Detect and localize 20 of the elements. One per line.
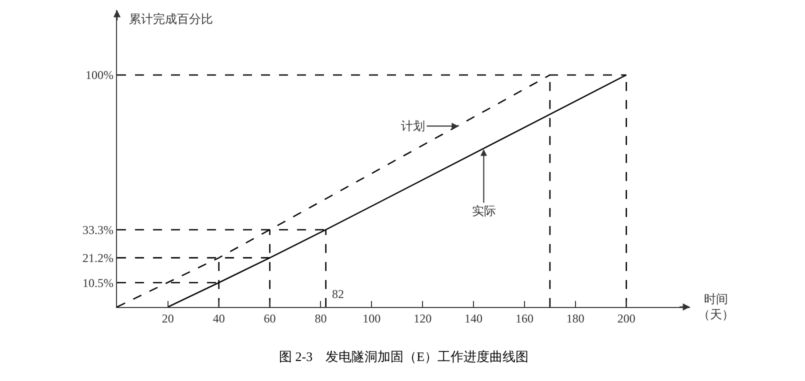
annotation: 82 (332, 287, 344, 301)
x-tick-label: 40 (212, 312, 225, 326)
x-axis-title: 时间（天） (698, 292, 734, 322)
text: 图 2-3 发电隧洞加固（E）工作进度曲线图 (279, 349, 529, 364)
y-axis-title: 累计完成百分比 (129, 12, 213, 26)
x-tick-label: 100 (362, 312, 381, 326)
x-tick-label: 80 (314, 312, 327, 326)
x-tick-label: 140 (464, 312, 483, 326)
x-tick-label: 180 (566, 312, 584, 326)
annotation: 计划 (401, 119, 425, 133)
x-tick-label: 20 (162, 312, 174, 326)
y-tick-label: 21.2% (82, 251, 114, 266)
y-tick-label: 100% (86, 68, 114, 82)
x-tick-label: 60 (264, 312, 276, 326)
x-tick-label: 160 (515, 312, 534, 326)
y-tick-label: 10.5% (82, 276, 114, 290)
y-tick-label: 33.3% (82, 222, 114, 237)
annotation: 实际 (472, 204, 496, 218)
x-tick-label: 120 (414, 312, 432, 326)
x-tick-label: 200 (617, 312, 636, 326)
